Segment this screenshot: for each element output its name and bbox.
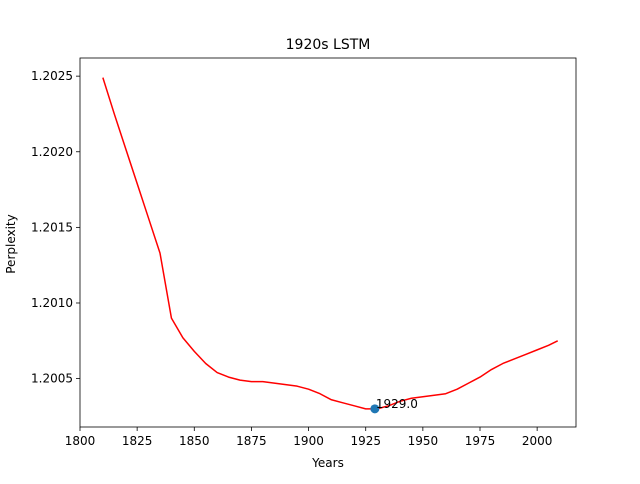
chart-title: 1920s LSTM (286, 37, 371, 53)
axes-frame (79, 57, 577, 428)
x-tick-label: 1950 (408, 434, 439, 448)
marker-point (370, 404, 380, 414)
x-tick-label: 1850 (179, 434, 210, 448)
y-tick-label: 1.2025 (31, 69, 73, 83)
x-tick-label: 1900 (293, 434, 324, 448)
marker-label: 1929.0 (376, 397, 418, 411)
y-axis-label: Perplexity (4, 214, 18, 274)
y-tick-label: 1.2015 (31, 220, 73, 234)
x-tick-label: 1800 (65, 434, 96, 448)
x-tick-label: 2000 (522, 434, 553, 448)
x-axis-label: Years (311, 456, 344, 470)
x-tick-label: 1875 (236, 434, 267, 448)
series-line (102, 77, 559, 410)
x-tick-label: 1975 (465, 434, 496, 448)
x-tick-label: 1825 (122, 434, 153, 448)
plot-area: 1929.0 1800 1825 1850 1875 1900 1925 1950 1975 20… (31, 57, 577, 448)
y-tick-label: 1.2005 (31, 372, 73, 386)
y-tick-label: 1.2010 (31, 296, 73, 310)
x-tick-label: 1925 (350, 434, 381, 448)
y-tick-label: 1.2020 (31, 145, 73, 159)
